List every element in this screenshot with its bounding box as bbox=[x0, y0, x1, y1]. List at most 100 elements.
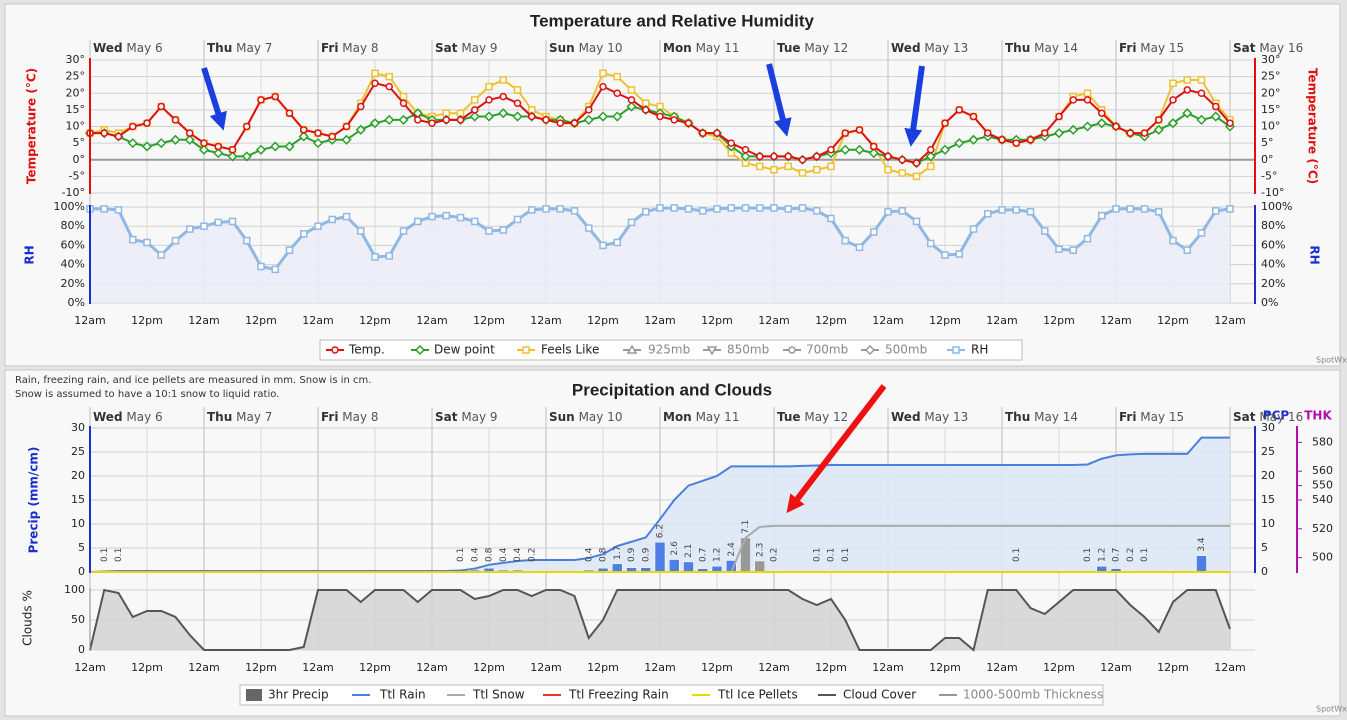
marker bbox=[570, 207, 579, 215]
weekday: Fri bbox=[321, 41, 338, 55]
marker bbox=[656, 204, 664, 212]
marker bbox=[200, 222, 208, 230]
bar-label: 0.2 bbox=[527, 548, 537, 562]
y2-tick-label: 520 bbox=[1312, 522, 1333, 535]
marker bbox=[927, 162, 935, 171]
marker bbox=[864, 344, 876, 356]
marker bbox=[952, 346, 960, 354]
marker bbox=[214, 218, 222, 227]
arrow bbox=[786, 384, 887, 514]
marker bbox=[1197, 76, 1206, 84]
marker bbox=[841, 129, 849, 137]
x-tick-label: 12am bbox=[1100, 314, 1131, 327]
legend-label: Ttl Ice Pellets bbox=[717, 688, 798, 702]
y-tick-label: 25 bbox=[1261, 445, 1275, 458]
marker bbox=[1041, 129, 1049, 137]
marker bbox=[314, 222, 322, 230]
marker bbox=[684, 205, 693, 213]
legend-label: 700mb bbox=[806, 343, 848, 357]
weekday: Fri bbox=[321, 410, 338, 424]
marker bbox=[312, 138, 324, 149]
marker bbox=[925, 151, 936, 162]
marker bbox=[713, 205, 721, 213]
date: May 6 bbox=[126, 41, 162, 55]
y-tick-label: -5° bbox=[1261, 169, 1277, 182]
marker bbox=[271, 265, 279, 274]
marker bbox=[756, 162, 764, 171]
marker bbox=[355, 124, 366, 135]
marker bbox=[528, 206, 536, 214]
y-tick-label: 10° bbox=[66, 120, 86, 133]
marker bbox=[369, 118, 381, 129]
y-tick-label: 15 bbox=[1261, 493, 1275, 506]
x-tick-label: 12pm bbox=[815, 661, 847, 674]
marker bbox=[642, 208, 650, 216]
marker bbox=[1212, 207, 1220, 215]
bar-label: 0.1 bbox=[456, 548, 466, 562]
weekday: Sat bbox=[435, 41, 458, 55]
weekday: Wed bbox=[891, 410, 921, 424]
marker bbox=[927, 239, 935, 248]
marker bbox=[827, 146, 835, 154]
marker bbox=[314, 129, 322, 137]
marker bbox=[513, 215, 522, 224]
day-label: Thu May 7 bbox=[207, 410, 272, 424]
y-tick-label: 0% bbox=[1261, 296, 1278, 309]
marker bbox=[955, 250, 963, 258]
marker bbox=[912, 217, 921, 226]
x-tick-label: 12pm bbox=[1043, 661, 1075, 674]
marker bbox=[599, 82, 607, 91]
marker bbox=[328, 215, 336, 224]
marker bbox=[1183, 76, 1191, 84]
x-tick-label: 12pm bbox=[701, 314, 733, 327]
day-label: Thu May 14 bbox=[1005, 410, 1078, 424]
y-tick-label: 5° bbox=[1261, 136, 1274, 149]
marker bbox=[471, 217, 479, 226]
marker bbox=[1197, 229, 1206, 237]
x-tick-label: 12am bbox=[530, 661, 561, 674]
x-tick-label: 12pm bbox=[587, 661, 619, 674]
marker bbox=[341, 134, 352, 145]
marker bbox=[371, 79, 379, 88]
marker bbox=[1153, 124, 1164, 135]
x-tick-label: 12am bbox=[1214, 314, 1245, 327]
y-tick-label: 20% bbox=[1261, 277, 1285, 290]
marker bbox=[1098, 109, 1106, 117]
marker bbox=[1196, 114, 1207, 125]
marker bbox=[357, 102, 365, 111]
marker bbox=[371, 69, 379, 78]
marker bbox=[941, 119, 949, 127]
marker bbox=[713, 129, 721, 137]
x-tick-label: 12pm bbox=[245, 661, 277, 674]
marker bbox=[1083, 234, 1092, 243]
marker bbox=[114, 206, 123, 214]
date: May 15 bbox=[1140, 410, 1184, 424]
marker bbox=[798, 204, 807, 212]
marker bbox=[656, 112, 664, 121]
marker bbox=[1083, 89, 1092, 97]
bar-label: 0.1 bbox=[841, 548, 851, 562]
bar-label: 2.1 bbox=[684, 544, 694, 558]
marker bbox=[841, 236, 849, 245]
bar-label: 2.4 bbox=[727, 542, 737, 557]
weekday: Thu bbox=[1005, 41, 1030, 55]
date: May 10 bbox=[579, 410, 623, 424]
watermark: SpotWx bbox=[1316, 356, 1347, 365]
weekday: Sun bbox=[549, 410, 575, 424]
marker bbox=[428, 212, 436, 221]
marker bbox=[186, 225, 194, 233]
x-tick-label: 12am bbox=[872, 314, 903, 327]
marker bbox=[954, 138, 965, 149]
marker bbox=[599, 69, 607, 78]
marker bbox=[955, 106, 963, 114]
day-label: Thu May 7 bbox=[207, 41, 272, 55]
y-tick-label: 50 bbox=[71, 613, 85, 626]
marker bbox=[756, 152, 764, 161]
x-tick-label: 12pm bbox=[1157, 314, 1189, 327]
y-tick-label: 10 bbox=[1261, 517, 1275, 530]
marker bbox=[129, 122, 137, 131]
note: Rain, freezing rain, and ice pellets are… bbox=[15, 375, 371, 386]
legend-label: Feels Like bbox=[541, 343, 599, 357]
marker bbox=[522, 346, 530, 354]
marker bbox=[998, 136, 1006, 144]
